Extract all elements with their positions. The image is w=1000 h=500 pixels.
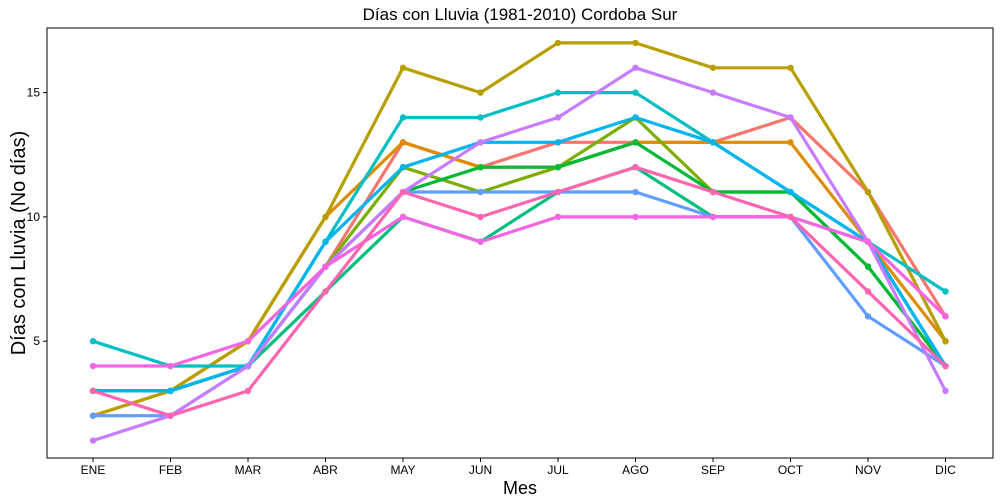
data-point: [787, 213, 794, 221]
data-point: [864, 288, 872, 295]
y-tick-label: 5: [33, 334, 40, 348]
x-tick-label: ENE: [81, 463, 106, 477]
data-point: [399, 139, 407, 146]
data-point: [787, 114, 794, 121]
data-point: [477, 114, 484, 121]
data-point: [632, 114, 639, 121]
data-point: [632, 64, 639, 71]
data-point: [942, 288, 949, 295]
data-point: [709, 89, 717, 96]
data-point: [554, 89, 562, 96]
data-point: [322, 263, 329, 270]
data-point: [632, 163, 639, 171]
data-point: [554, 163, 562, 171]
series-lines: [91, 41, 948, 443]
x-tick-label: MAR: [235, 463, 262, 477]
series-line-11: [91, 215, 948, 368]
series-line-3: [91, 41, 948, 418]
data-point: [244, 362, 252, 370]
data-point: [399, 163, 407, 171]
plot-panel: [46, 27, 994, 459]
data-point: [244, 337, 252, 345]
data-point: [632, 213, 639, 221]
data-point: [477, 139, 484, 146]
data-point: [632, 39, 639, 47]
data-point: [554, 188, 562, 196]
data-point: [709, 213, 717, 221]
data-point: [709, 139, 717, 146]
data-point: [477, 163, 484, 171]
data-point: [477, 238, 484, 245]
y-axis: 5 10 15: [27, 86, 47, 348]
x-tick-label: JUL: [547, 463, 569, 477]
x-tick-label: AGO: [622, 463, 649, 477]
data-point: [322, 213, 329, 221]
x-tick-label: SEP: [701, 463, 725, 477]
data-point: [322, 288, 329, 295]
data-point: [632, 188, 639, 196]
data-point: [709, 64, 717, 71]
y-axis-title: Días con Lluvia (No días): [8, 131, 30, 356]
data-point: [399, 213, 407, 221]
x-tick-label: JUN: [469, 463, 492, 477]
y-tick-label: 10: [27, 210, 41, 224]
data-point: [787, 64, 794, 71]
x-axis-title: Mes: [503, 478, 537, 498]
data-point: [864, 313, 872, 320]
data-point: [864, 238, 872, 245]
data-point: [632, 139, 639, 146]
data-point: [787, 139, 794, 146]
data-point: [632, 89, 639, 96]
series-line-8: [91, 115, 948, 393]
data-point: [864, 188, 872, 196]
data-point: [554, 114, 562, 121]
data-point: [942, 387, 949, 395]
data-point: [864, 263, 872, 270]
series-line-10: [91, 66, 948, 443]
series-line-12: [91, 165, 948, 418]
x-tick-label: MAY: [390, 463, 415, 477]
data-point: [709, 188, 717, 196]
data-point: [942, 313, 949, 320]
data-point: [942, 337, 949, 345]
data-point: [322, 238, 329, 245]
data-point: [89, 337, 97, 345]
data-point: [89, 437, 97, 444]
x-tick-label: OCT: [778, 463, 804, 477]
data-point: [787, 188, 794, 196]
data-point: [399, 64, 407, 71]
data-point: [477, 213, 484, 221]
data-point: [399, 114, 407, 121]
data-point: [89, 412, 97, 419]
data-point: [89, 362, 97, 370]
x-axis: ENE FEB MAR ABR MAY JUN JUL AGO SEP OCT NOV DIC: [81, 458, 956, 477]
data-point: [554, 213, 562, 221]
data-point: [477, 89, 484, 96]
data-point: [399, 188, 407, 196]
y-tick-label: 15: [27, 86, 41, 100]
data-point: [244, 387, 252, 395]
x-tick-label: DIC: [935, 463, 956, 477]
data-point: [167, 387, 174, 395]
data-point: [942, 362, 949, 370]
data-point: [167, 412, 174, 419]
x-tick-label: ABR: [313, 463, 338, 477]
chart-title: Días con Lluvia (1981-2010) Cordoba Sur: [363, 5, 678, 24]
data-point: [89, 387, 97, 395]
x-tick-label: NOV: [855, 463, 881, 477]
data-point: [167, 362, 174, 370]
data-point: [554, 39, 562, 47]
x-tick-label: FEB: [159, 463, 182, 477]
data-point: [554, 139, 562, 146]
series-points: [89, 39, 949, 444]
data-point: [477, 188, 484, 196]
